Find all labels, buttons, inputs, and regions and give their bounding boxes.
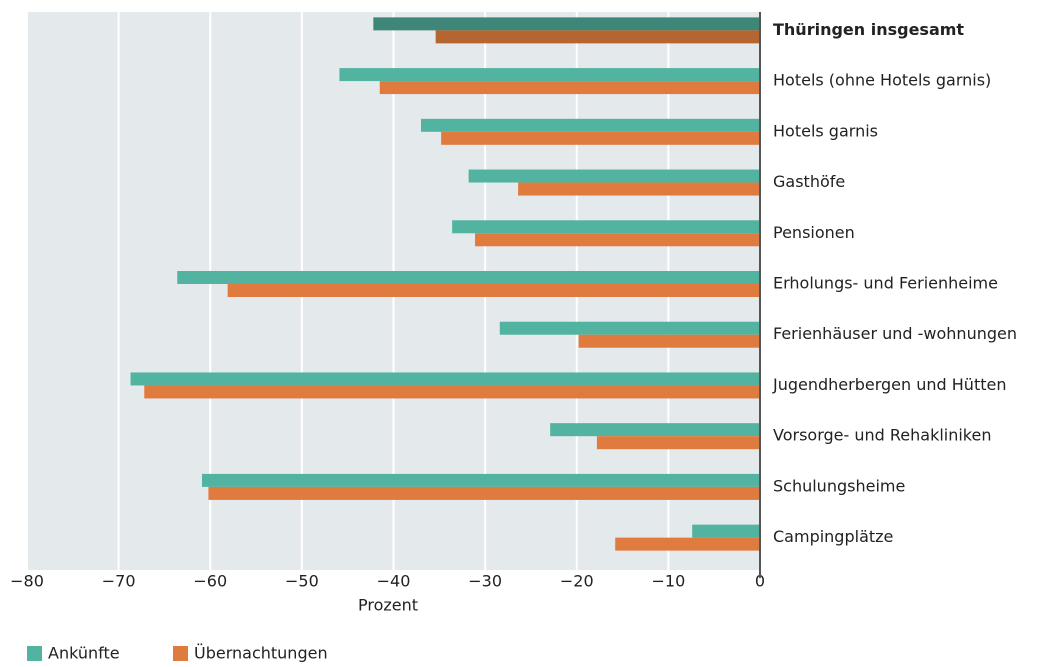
x-tick-label: −10 [651, 572, 685, 591]
category-label: Pensionen [773, 223, 855, 242]
category-label: Hotels garnis [773, 121, 878, 140]
bar [441, 131, 760, 145]
bar [177, 271, 760, 284]
x-tick-label: −70 [102, 572, 136, 591]
bar [452, 220, 760, 234]
bar [130, 372, 760, 386]
bar [550, 423, 760, 437]
bar [518, 182, 760, 196]
legend-label: Ankünfte [48, 644, 120, 663]
legend-label: Übernachtungen [194, 644, 328, 663]
category-label: Thüringen insgesamt [773, 20, 964, 39]
x-axis-label: Prozent [358, 596, 418, 615]
x-tick-label: −40 [377, 572, 411, 591]
x-tick-label: −50 [285, 572, 319, 591]
category-label: Erholungs- und Ferienheime [773, 274, 998, 293]
bar [578, 334, 760, 348]
category-label: Ferienhäuser und -wohnungen [773, 324, 1017, 343]
category-label: Vorsorge- und Rehakliniken [773, 426, 991, 445]
bar [202, 473, 760, 487]
x-tick-label: 0 [755, 572, 765, 591]
x-tick-label: −80 [10, 572, 44, 591]
x-tick-label: −20 [560, 572, 594, 591]
category-label: Jugendherbergen und Hütten [772, 375, 1006, 394]
bar [435, 30, 760, 44]
bar [144, 385, 760, 399]
category-label: Gasthöfe [773, 172, 845, 191]
bar [692, 524, 760, 538]
legend-swatch [173, 646, 188, 661]
bar [373, 17, 760, 31]
bar [420, 118, 760, 132]
bar [596, 436, 760, 450]
category-label: Schulungsheime [773, 476, 905, 495]
bar [339, 68, 760, 82]
x-tick-label: −60 [193, 572, 227, 591]
legend-swatch [27, 646, 42, 661]
bar [615, 537, 760, 551]
bar [379, 81, 760, 95]
bar [468, 169, 760, 183]
category-label: Campingplätze [773, 527, 893, 546]
bar [227, 284, 760, 297]
bar [475, 233, 760, 247]
category-label: Hotels (ohne Hotels garnis) [773, 71, 991, 90]
bar [499, 321, 760, 335]
x-tick-label: −30 [468, 572, 502, 591]
bar [208, 486, 761, 500]
